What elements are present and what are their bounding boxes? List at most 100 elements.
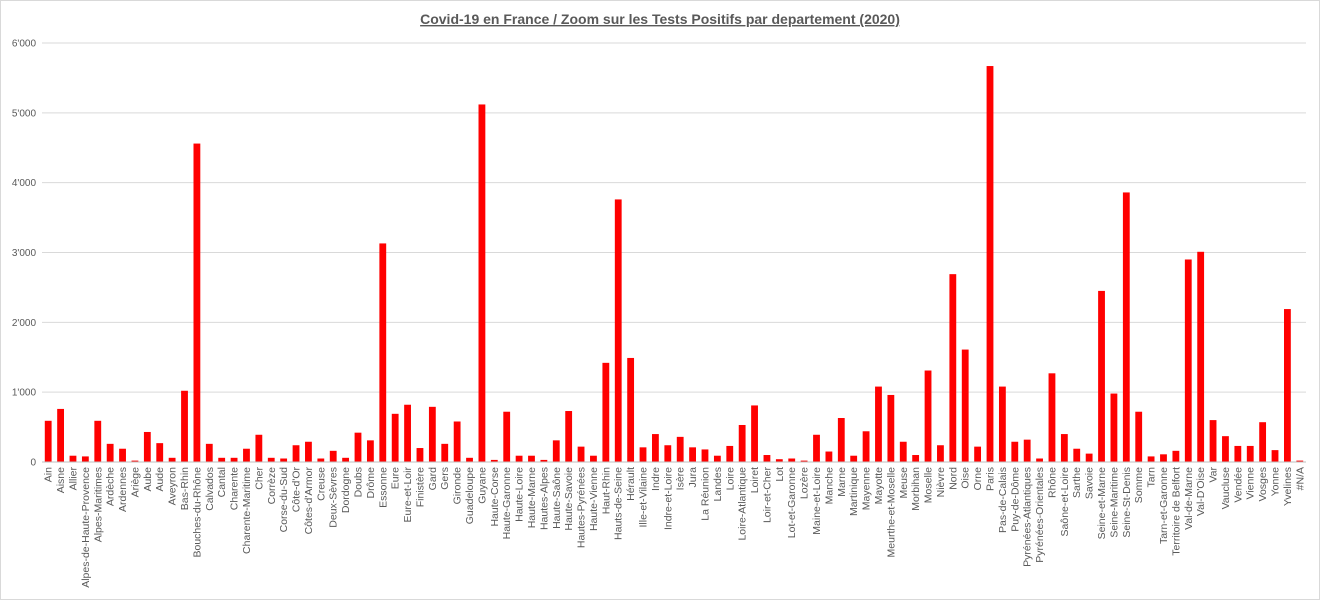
x-tick-label: Sarthe [1071, 467, 1083, 498]
bar [1135, 411, 1143, 462]
x-tick-label: Gers [439, 467, 451, 490]
x-tick-label: Alpes-de-Haute-Provence [80, 467, 92, 588]
x-tick-label: Puy-de-Dôme [1009, 467, 1021, 532]
x-tick-label: Deux-Sèvres [328, 467, 340, 528]
x-tick-label: Meurthe-et-Moselle [885, 467, 897, 558]
x-tick-label: Lozère [799, 467, 811, 499]
bar [974, 446, 982, 462]
bar [366, 440, 374, 462]
bar [1122, 192, 1130, 462]
bar [652, 434, 659, 462]
x-tick-label: Lot [774, 467, 786, 482]
bar [1209, 420, 1217, 462]
x-tick-label: Haute-Saône [551, 467, 563, 529]
bar [416, 448, 424, 462]
x-tick-label: Loir-et-Cher [761, 467, 773, 524]
bar [1246, 445, 1254, 462]
bar [751, 405, 758, 462]
x-tick-label: Finistère [414, 467, 426, 507]
x-tick-label: Yonne [1270, 467, 1282, 497]
y-tick-label: 1'000 [12, 388, 37, 399]
x-tick-label: Vendée [1232, 467, 1244, 503]
x-tick-label: Guadeloupe [464, 467, 476, 524]
y-tick-label: 5'000 [12, 108, 37, 119]
x-tick-label: Seine-St-Denis [1121, 467, 1133, 538]
y-tick-label: 0 [30, 458, 36, 469]
bar [825, 451, 833, 462]
x-tick-label: La Réunion [699, 467, 711, 521]
bar [689, 447, 696, 462]
gridlines [42, 42, 1306, 393]
x-tick-label: Hautes-Alpes [538, 467, 550, 530]
bar [986, 66, 994, 463]
x-tick-label: Yvelines [1282, 467, 1294, 506]
x-tick-label: Haute-Garonne [501, 467, 513, 540]
x-tick-label: Saône-et-Loire [1059, 467, 1071, 537]
bar [503, 411, 511, 462]
bar [1098, 290, 1105, 462]
x-tick-label: Orne [972, 467, 984, 491]
bar [1197, 251, 1205, 462]
bar [354, 432, 362, 462]
chart-title: Covid-19 en France / Zoom sur les Tests … [420, 11, 900, 27]
bar [1284, 309, 1291, 462]
x-tick-label: Indre [650, 467, 662, 491]
bar [961, 349, 969, 462]
bar [205, 443, 213, 462]
bar [540, 459, 548, 462]
bar [577, 446, 585, 462]
x-tick-label: Val-de-Marne [1183, 467, 1195, 530]
bar [379, 243, 387, 462]
x-tick-label: Vaucluse [1220, 467, 1232, 510]
bar [1222, 436, 1229, 462]
bar [528, 455, 535, 462]
x-tick-label: Pyrénées-Orientales [1034, 467, 1046, 563]
x-tick-label: Cantal [216, 467, 228, 497]
bar [924, 370, 932, 462]
x-tick-label: Doubs [353, 467, 365, 497]
y-axis-ticks: 0 1'000 2'000 3'000 4'000 5'000 6'000 [12, 39, 37, 469]
x-tick-label: Haute-Loire [514, 467, 526, 522]
bar [1234, 445, 1242, 462]
bar [899, 441, 907, 462]
x-axis-ticks: Ain Aisne Allier Alpes-de-Haute-Provence Alp… [43, 466, 1307, 587]
bar [850, 455, 858, 462]
bar [676, 436, 684, 462]
x-tick-label: Hauts-de-Seine [613, 467, 625, 540]
x-tick-label: Creuse [315, 467, 327, 501]
bar [1048, 373, 1056, 462]
bar [998, 386, 1006, 462]
bar [428, 406, 436, 462]
bar [106, 443, 114, 462]
bar [1073, 448, 1081, 462]
x-tick-label: Vosges [1257, 467, 1269, 501]
bar [837, 418, 845, 462]
x-tick-label: Allier [67, 467, 79, 491]
bar [131, 460, 139, 462]
x-tick-label: Charente [229, 467, 241, 510]
bar [565, 411, 573, 462]
bar [1172, 450, 1180, 462]
bar [726, 445, 734, 462]
bar [292, 445, 300, 462]
x-tick-label: Mayenne [861, 467, 873, 510]
bar [466, 457, 473, 462]
x-tick-label: Isère [675, 467, 687, 491]
bar [1060, 434, 1068, 462]
x-tick-label: Val-D'Oise [1195, 467, 1207, 516]
x-tick-label: Rhône [1046, 467, 1058, 498]
bars [44, 66, 1304, 463]
x-tick-label: #N/A [1294, 467, 1306, 490]
bar [44, 420, 52, 462]
x-tick-label: Eure-et-Loir [402, 467, 414, 523]
bar [1110, 393, 1118, 462]
bar [875, 386, 882, 462]
x-tick-label: Pyrénées-Atlantiques [1022, 467, 1034, 567]
x-tick-label: Bouches-du-Rhône [191, 467, 203, 558]
x-tick-label: Aisne [55, 467, 67, 493]
bar [937, 445, 944, 462]
bar [255, 434, 263, 462]
bar [305, 441, 312, 462]
x-tick-label: Eure [390, 467, 402, 489]
bar [912, 455, 920, 462]
